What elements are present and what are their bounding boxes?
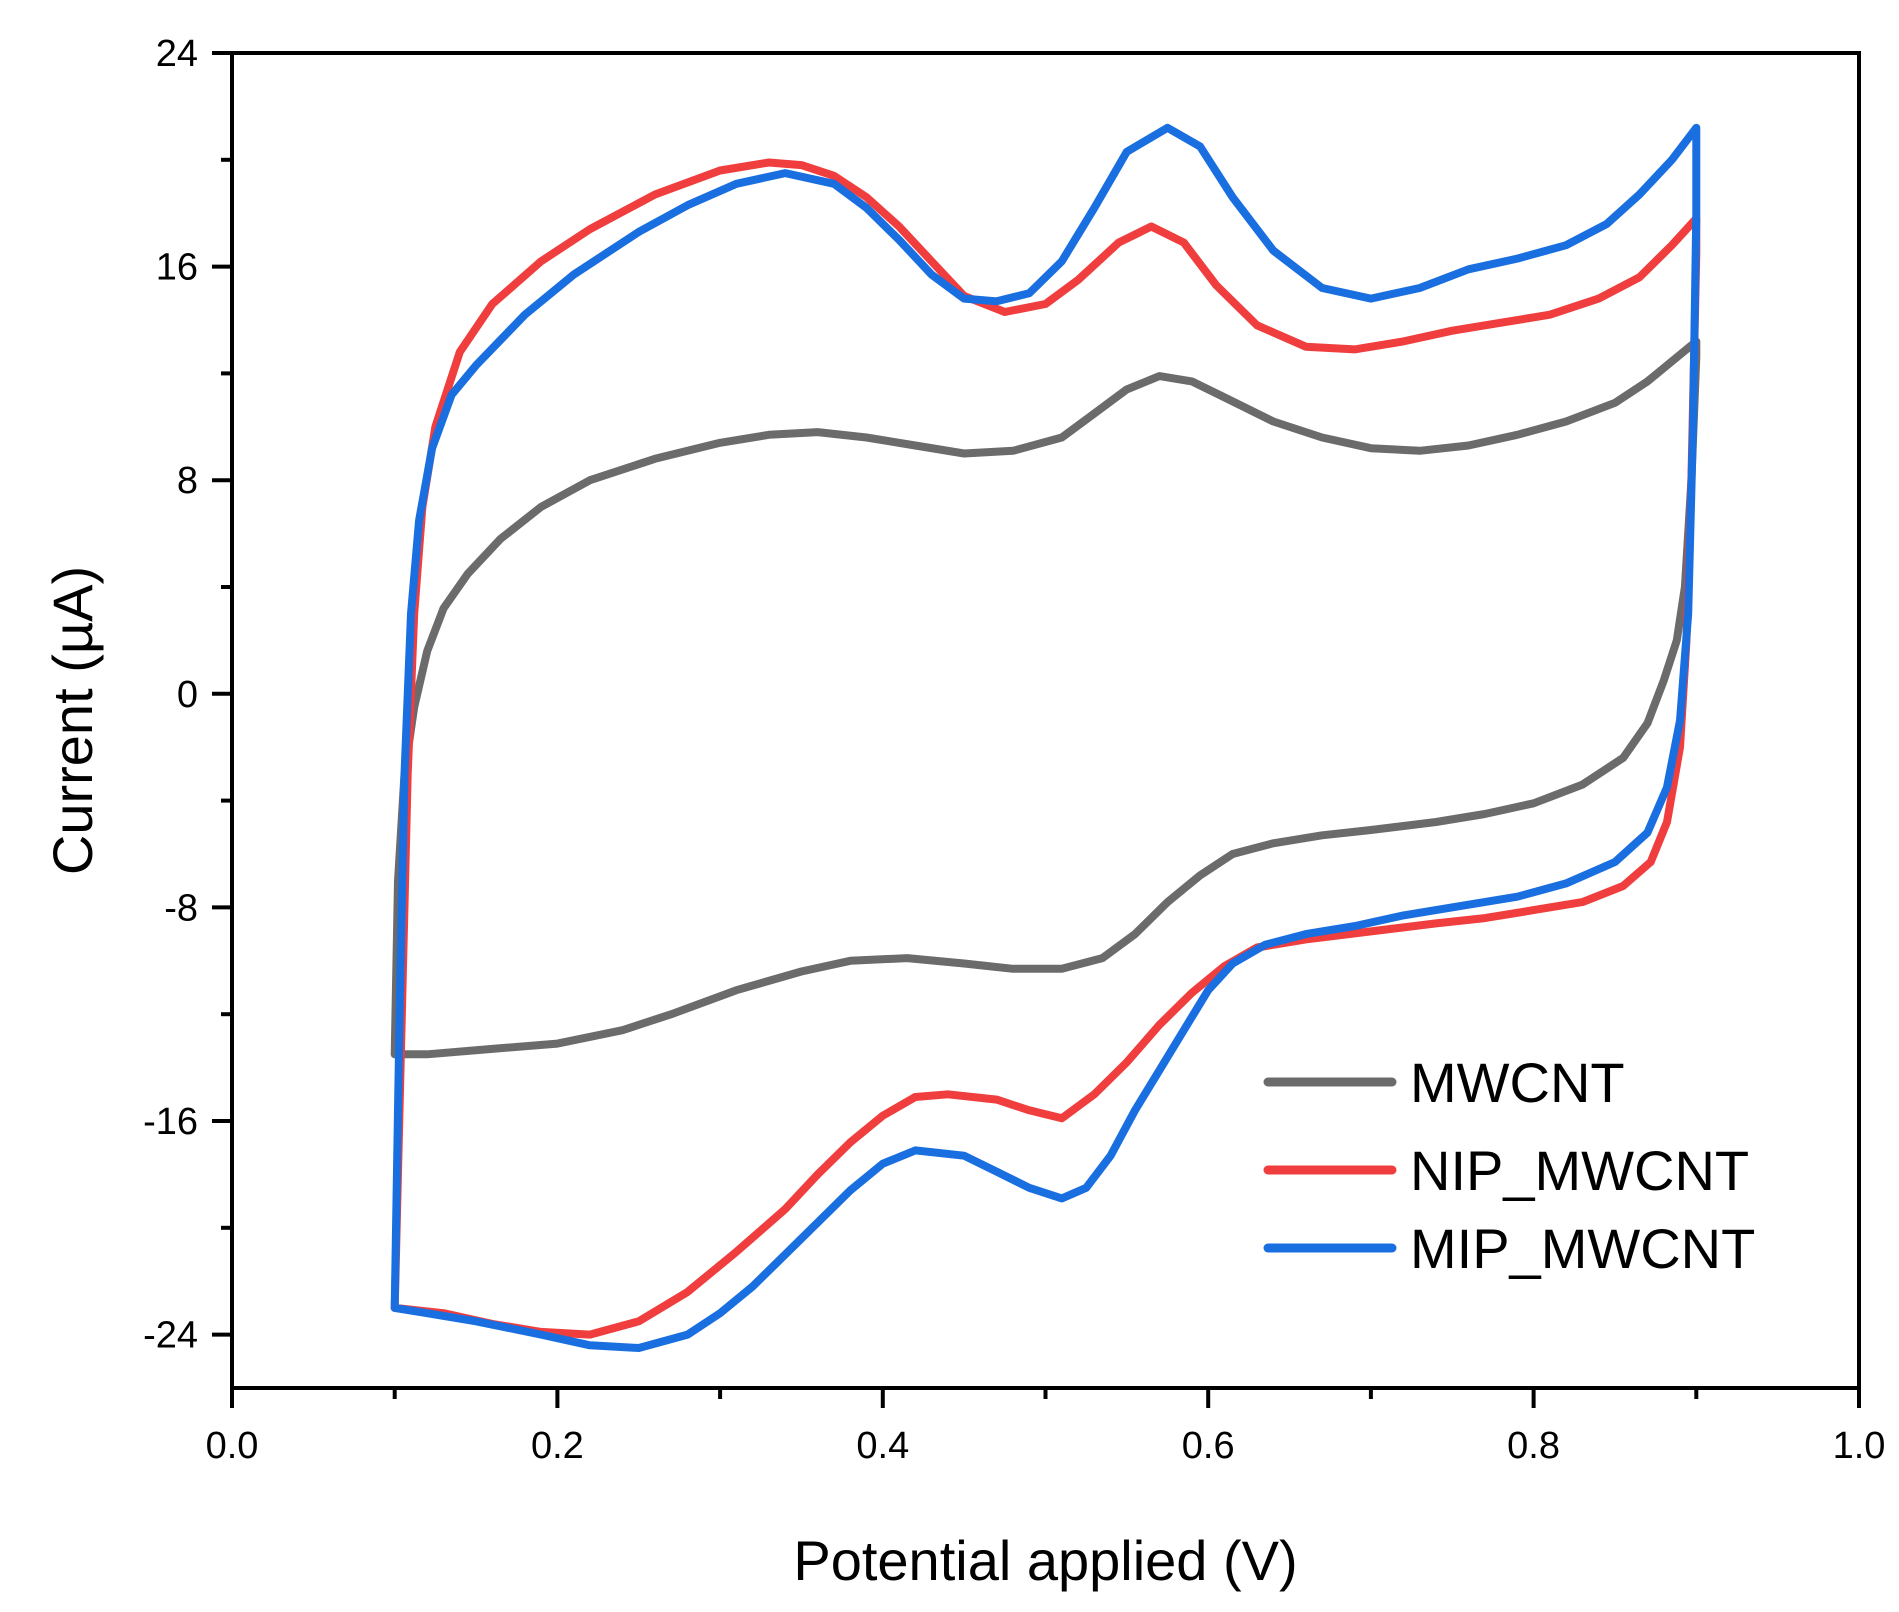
x-tick-label: 0.6 <box>1182 1425 1235 1467</box>
y-axis-label: Current (µA) <box>41 566 104 875</box>
y-tick-label: -16 <box>143 1101 198 1143</box>
y-tick-label: 0 <box>177 674 198 716</box>
series-layer <box>390 123 1701 1352</box>
series-line-mip-mwcnt <box>390 123 1701 1352</box>
y-tick-label: 8 <box>177 460 198 502</box>
x-tick-label: 0.2 <box>531 1425 584 1467</box>
x-tick-label: 0.0 <box>206 1425 259 1467</box>
y-axis: 24 16 8 0 -8 -16 -24 <box>143 33 232 1357</box>
y-tick-label: -8 <box>164 887 198 929</box>
x-tick-label: 0.8 <box>1507 1425 1560 1467</box>
legend-label-nip-mwcnt: NIP_MWCNT <box>1410 1139 1749 1202</box>
x-axis: 0.0 0.2 0.4 0.6 0.8 1.0 <box>206 1388 1886 1467</box>
legend-label-mwcnt: MWCNT <box>1410 1051 1625 1114</box>
legend: MWCNT NIP_MWCNT MIP_MWCNT <box>1263 1051 1755 1280</box>
x-tick-label: 0.4 <box>856 1425 909 1467</box>
x-tick-label: 1.0 <box>1833 1425 1886 1467</box>
legend-label-mip-mwcnt: MIP_MWCNT <box>1410 1217 1755 1280</box>
series-line-mwcnt <box>390 337 1701 1059</box>
y-tick-label: 24 <box>156 33 198 75</box>
y-tick-label: 16 <box>156 247 198 289</box>
x-axis-label: Potential applied (V) <box>793 1529 1297 1592</box>
y-tick-label: -24 <box>143 1315 198 1357</box>
